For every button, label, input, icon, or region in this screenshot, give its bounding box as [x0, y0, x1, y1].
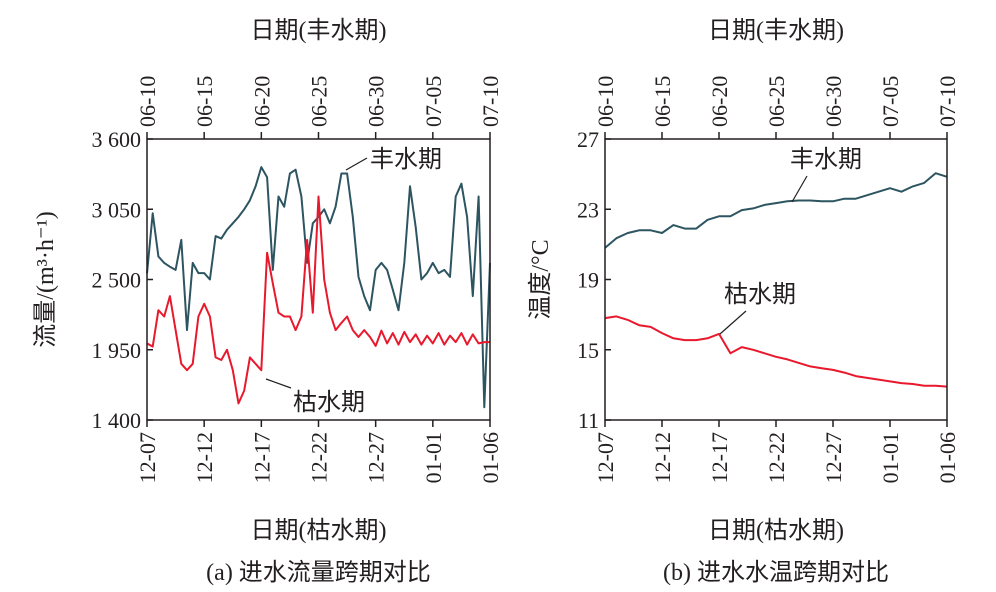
x-axis-title-top: 日期(丰水期) — [251, 17, 387, 44]
x-axis-title-bottom: 日期(枯水期) — [708, 517, 844, 544]
y-axis-title: 温度/°C — [527, 239, 554, 319]
y-tick-label: 19 — [577, 268, 599, 293]
chart-caption: (b) 进水水温跨期对比 — [663, 559, 889, 586]
x-tick-label-bottom: 01-01 — [421, 432, 446, 483]
y-axis-title: 流量/(m³·h⁻¹) — [32, 211, 59, 347]
x-tick-label-bottom: 12-27 — [364, 432, 389, 483]
x-tick-label-bottom: 12-12 — [650, 432, 675, 483]
x-tick-label-top: 06-10 — [593, 76, 618, 127]
x-tick-label-top: 06-20 — [707, 76, 732, 127]
y-tick-label: 27 — [577, 127, 599, 152]
x-tick-label-bottom: 01-06 — [478, 432, 503, 483]
series-line-wet — [604, 172, 948, 249]
x-tick-label-top: 06-20 — [249, 76, 274, 127]
x-tick-label-bottom: 12-22 — [764, 432, 789, 483]
y-tick-label: 2 500 — [92, 268, 142, 293]
x-tick-label-top: 07-10 — [478, 76, 503, 127]
annotation-label-dry: 枯水期 — [293, 389, 365, 416]
x-tick-label-top: 07-05 — [421, 76, 446, 127]
x-tick-label-bottom: 12-17 — [707, 432, 732, 483]
x-tick-label-top: 06-10 — [135, 76, 160, 127]
x-tick-label-bottom: 12-17 — [249, 432, 274, 483]
x-tick-label-bottom: 12-22 — [307, 432, 332, 483]
annotation-label-wet: 丰水期 — [370, 146, 442, 173]
x-tick-label-bottom: 12-07 — [135, 432, 160, 483]
chart-caption: (a) 进水流量跨期对比 — [206, 559, 431, 586]
y-tick-label: 15 — [577, 338, 599, 363]
x-tick-label-top: 06-25 — [764, 76, 789, 127]
y-tick-label: 1 400 — [92, 408, 142, 433]
annotation-label-wet: 丰水期 — [790, 146, 862, 173]
x-tick-label-top: 06-30 — [364, 76, 389, 127]
x-tick-label-top: 06-30 — [821, 76, 846, 127]
x-tick-label-bottom: 12-12 — [192, 432, 217, 483]
annotation-leader-line — [791, 175, 808, 203]
series-line-dry — [604, 315, 948, 388]
annotation-leader-line — [265, 378, 292, 389]
x-tick-label-top: 06-25 — [307, 76, 332, 127]
plot-frame — [604, 138, 948, 421]
x-tick-label-top: 07-05 — [878, 76, 903, 127]
annotation-leader-line — [345, 157, 368, 171]
y-tick-label: 3 050 — [92, 197, 142, 222]
annotation-leader-line — [719, 310, 747, 335]
y-tick-label: 1 950 — [92, 338, 142, 363]
plot-frame — [146, 138, 491, 421]
x-tick-label-top: 06-15 — [650, 76, 675, 127]
y-tick-label: 23 — [577, 197, 599, 222]
y-tick-label: 3 600 — [92, 127, 142, 152]
series-line-dry — [146, 195, 490, 405]
y-tick-label: 11 — [578, 408, 599, 433]
x-tick-label-bottom: 01-01 — [878, 432, 903, 483]
annotation-label-dry: 枯水期 — [724, 281, 796, 308]
x-tick-label-bottom: 12-07 — [593, 432, 618, 483]
x-tick-label-bottom: 12-27 — [821, 432, 846, 483]
x-tick-label-bottom: 01-06 — [935, 432, 960, 483]
x-axis-title-bottom: 日期(枯水期) — [251, 517, 387, 544]
x-axis-title-top: 日期(丰水期) — [708, 17, 844, 44]
x-tick-label-top: 07-10 — [935, 76, 960, 127]
x-tick-label-top: 06-15 — [192, 76, 217, 127]
